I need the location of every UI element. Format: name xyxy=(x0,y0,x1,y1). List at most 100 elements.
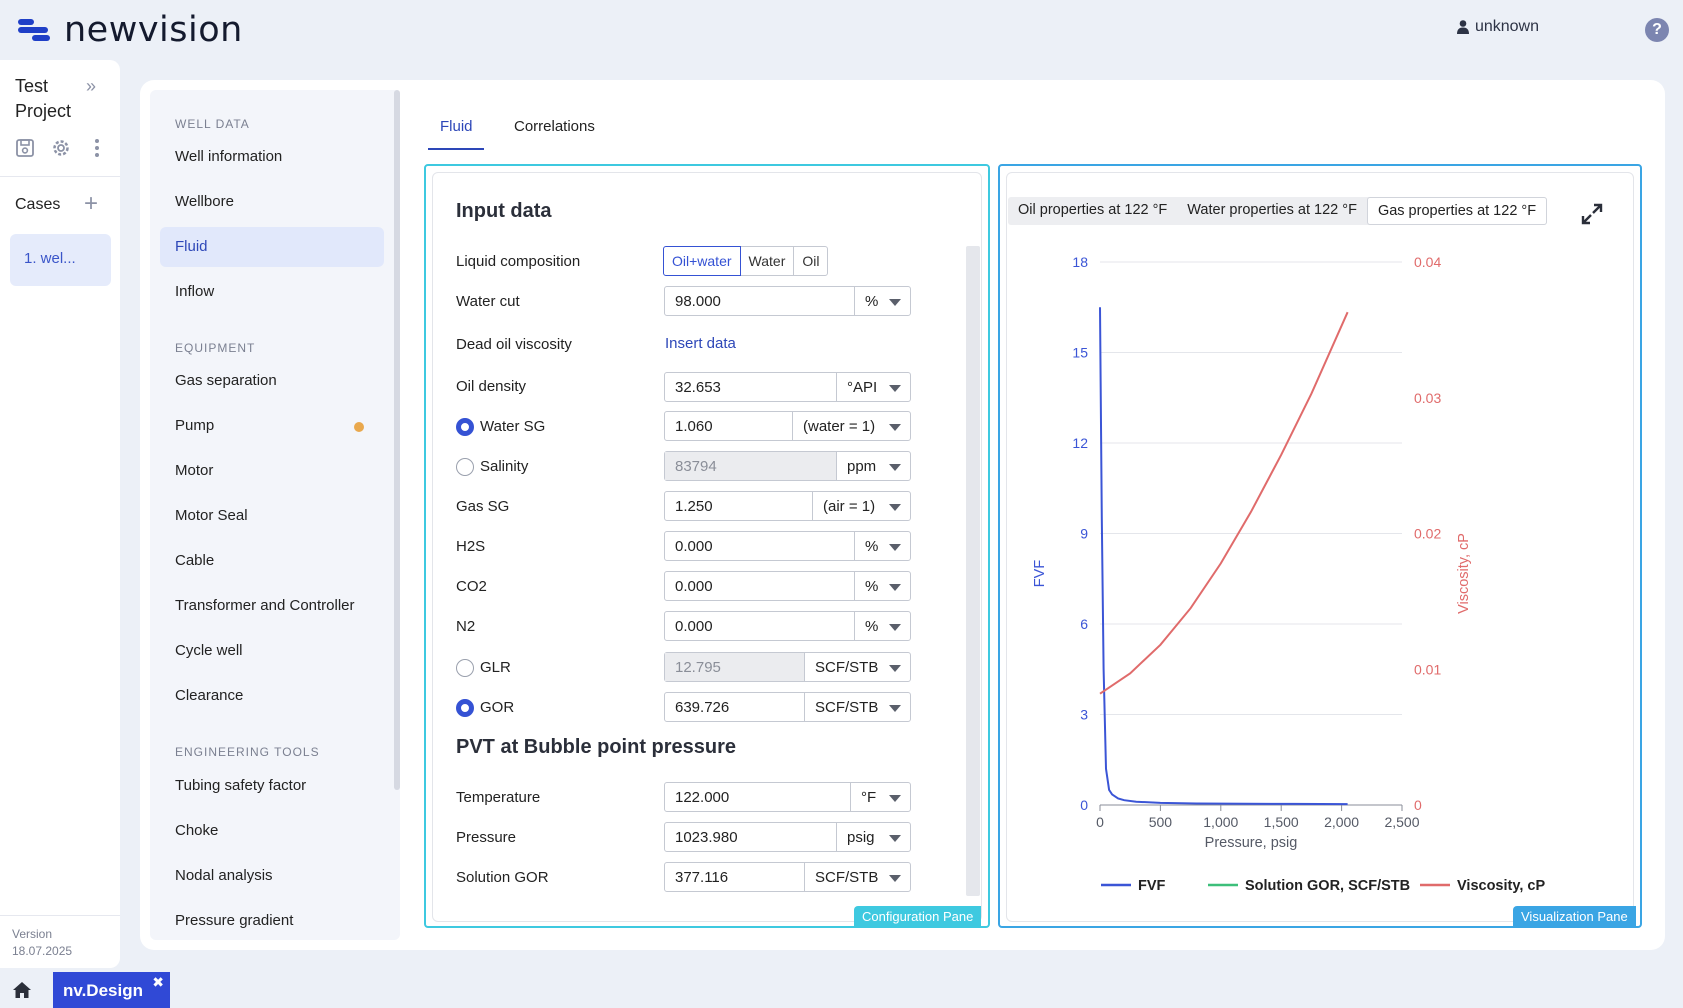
n2-unit-select[interactable]: % xyxy=(854,612,910,640)
water-cut-input[interactable]: 98.000 xyxy=(675,293,721,310)
nav-section-well-data: WELL DATA xyxy=(175,117,250,131)
gas-sg-unit-select[interactable]: (air = 1) xyxy=(812,492,910,520)
series-line-viscosity-cp xyxy=(1099,311,1349,695)
oil-density-field: 32.653 °API xyxy=(664,372,911,402)
salinity-label: Salinity xyxy=(480,458,529,475)
tab-correlations[interactable]: Correlations xyxy=(514,118,595,135)
sidebar-item-pressure-gradient[interactable]: Pressure gradient xyxy=(175,912,294,929)
oil-density-unit-select[interactable]: °API xyxy=(836,373,910,401)
glr-label: GLR xyxy=(480,659,511,676)
tab-underline xyxy=(428,148,484,150)
app-tab-label: nv.Design xyxy=(63,981,143,1000)
sidebar-scrollbar[interactable] xyxy=(394,90,400,790)
liquid-composition-label: Liquid composition xyxy=(456,253,581,270)
h2s-input[interactable]: 0.000 xyxy=(675,538,713,555)
add-case-plus-icon[interactable]: + xyxy=(84,190,99,217)
temperature-field: 122.000 °F xyxy=(664,782,911,812)
oil-density-input[interactable]: 32.653 xyxy=(675,379,721,396)
temperature-unit-select[interactable]: °F xyxy=(850,783,910,811)
gor-radio[interactable] xyxy=(456,699,474,717)
sidebar-item-choke[interactable]: Choke xyxy=(175,822,219,839)
gor-unit-select[interactable]: SCF/STB xyxy=(804,693,910,721)
insert-data-link[interactable]: Insert data xyxy=(665,335,736,352)
sidebar-item-motor-seal[interactable]: Motor Seal xyxy=(175,507,248,524)
tab-water-properties[interactable]: Water properties at 122 °F xyxy=(1187,202,1357,218)
config-scrollbar[interactable] xyxy=(966,246,980,896)
nav-section-engineering-tools: ENGINEERING TOOLS xyxy=(175,745,320,759)
x-tick-label: 0 xyxy=(1096,814,1104,830)
question-circle-icon[interactable]: ? xyxy=(1645,18,1669,42)
water-sg-radio[interactable] xyxy=(456,418,474,436)
double-chevron-right-icon[interactable]: » xyxy=(86,76,97,96)
y-tick-right: 0 xyxy=(1414,797,1422,813)
glr-unit-select[interactable]: SCF/STB xyxy=(804,653,910,681)
solution-gor-label: Solution GOR xyxy=(456,869,549,886)
legend-entry: Viscosity, cP xyxy=(1457,878,1545,894)
cases-label: Cases xyxy=(15,196,61,213)
home-icon[interactable] xyxy=(0,972,44,1008)
water-sg-unit-select[interactable]: (water = 1) xyxy=(792,412,910,440)
sidebar-item-transformer-controller[interactable]: Transformer and Controller xyxy=(175,597,355,614)
tab-oil-properties[interactable]: Oil properties at 122 °F xyxy=(1018,202,1168,218)
y-tick-left: 18 xyxy=(1072,254,1088,270)
solution-gor-unit-select[interactable]: SCF/STB xyxy=(804,863,910,891)
legend-entry: FVF xyxy=(1138,878,1166,894)
co2-unit-select[interactable]: % xyxy=(854,572,910,600)
expand-arrows-icon[interactable] xyxy=(1580,202,1604,226)
sidebar-item-clearance[interactable]: Clearance xyxy=(175,687,244,704)
y-tick-right: 0.01 xyxy=(1414,661,1441,677)
h2s-unit-select[interactable]: % xyxy=(854,532,910,560)
version-info: Version 18.07.2025 xyxy=(12,927,73,958)
gas-sg-input[interactable]: 1.250 xyxy=(675,498,713,515)
n2-input[interactable]: 0.000 xyxy=(675,618,713,635)
gear-icon[interactable] xyxy=(50,138,72,160)
pressure-input[interactable]: 1023.980 xyxy=(675,829,738,846)
glr-input: 12.795 xyxy=(665,653,804,681)
kebab-menu-icon[interactable] xyxy=(86,138,108,160)
sidebar-item-fluid[interactable]: Fluid xyxy=(160,227,384,267)
y-tick-left: 6 xyxy=(1080,616,1088,632)
sidebar-item-inflow[interactable]: Inflow xyxy=(175,283,215,300)
pressure-unit-select[interactable]: psig xyxy=(836,823,910,851)
sidebar-item-well-information[interactable]: Well information xyxy=(175,148,283,165)
water-cut-label: Water cut xyxy=(456,293,520,310)
salinity-unit-select[interactable]: ppm xyxy=(836,452,910,480)
solution-gor-input[interactable]: 377.116 xyxy=(675,869,729,886)
sidebar-item-cycle-well[interactable]: Cycle well xyxy=(175,642,243,659)
app-tab-nv-design[interactable]: nv.Design ✖ xyxy=(53,972,170,1008)
tab-gas-properties[interactable]: Gas properties at 122 °F xyxy=(1366,197,1548,225)
input-data-title: Input data xyxy=(456,200,552,222)
option-oil-water[interactable]: Oil+water xyxy=(663,246,741,276)
dead-oil-viscosity-label: Dead oil viscosity xyxy=(456,336,572,353)
y-tick-left: 9 xyxy=(1080,526,1088,542)
sidebar-item-cable[interactable]: Cable xyxy=(175,552,215,569)
sidebar-item-gas-separation[interactable]: Gas separation xyxy=(175,372,277,389)
option-oil[interactable]: Oil xyxy=(793,246,829,276)
water-sg-input[interactable]: 1.060 xyxy=(675,418,713,435)
case-item[interactable]: 1. wel... xyxy=(10,234,111,286)
co2-input[interactable]: 0.000 xyxy=(675,578,713,595)
viz-tab-bar: Oil properties at 122 °F Water propertie… xyxy=(1008,197,1548,225)
salinity-field: 83794 ppm xyxy=(664,451,911,481)
water-cut-field: 98.000 % xyxy=(664,286,911,316)
water-cut-unit-select[interactable]: % xyxy=(854,287,910,315)
sidebar-item-tubing-safety-factor[interactable]: Tubing safety factor xyxy=(175,777,307,794)
sidebar-item-pump[interactable]: Pump xyxy=(175,417,215,434)
sidebar-item-wellbore[interactable]: Wellbore xyxy=(175,193,234,210)
user-menu[interactable]: unknown xyxy=(1456,18,1539,36)
user-name: unknown xyxy=(1474,18,1539,35)
sidebar-item-nodal-analysis[interactable]: Nodal analysis xyxy=(175,867,273,884)
tab-fluid[interactable]: Fluid xyxy=(440,118,473,135)
user-icon xyxy=(1456,20,1469,34)
temperature-input[interactable]: 122.000 xyxy=(675,789,730,806)
x-tick-label: 2,000 xyxy=(1324,814,1359,830)
close-icon[interactable]: ✖ xyxy=(152,974,164,990)
gor-input[interactable]: 639.726 xyxy=(675,699,730,716)
glr-field: 12.795 SCF/STB xyxy=(664,652,911,682)
save-icon[interactable] xyxy=(14,138,36,160)
sidebar-item-motor[interactable]: Motor xyxy=(175,462,214,479)
option-water[interactable]: Water xyxy=(739,246,795,276)
glr-radio[interactable] xyxy=(456,659,474,677)
salinity-input: 83794 xyxy=(665,452,836,480)
salinity-radio[interactable] xyxy=(456,458,474,476)
